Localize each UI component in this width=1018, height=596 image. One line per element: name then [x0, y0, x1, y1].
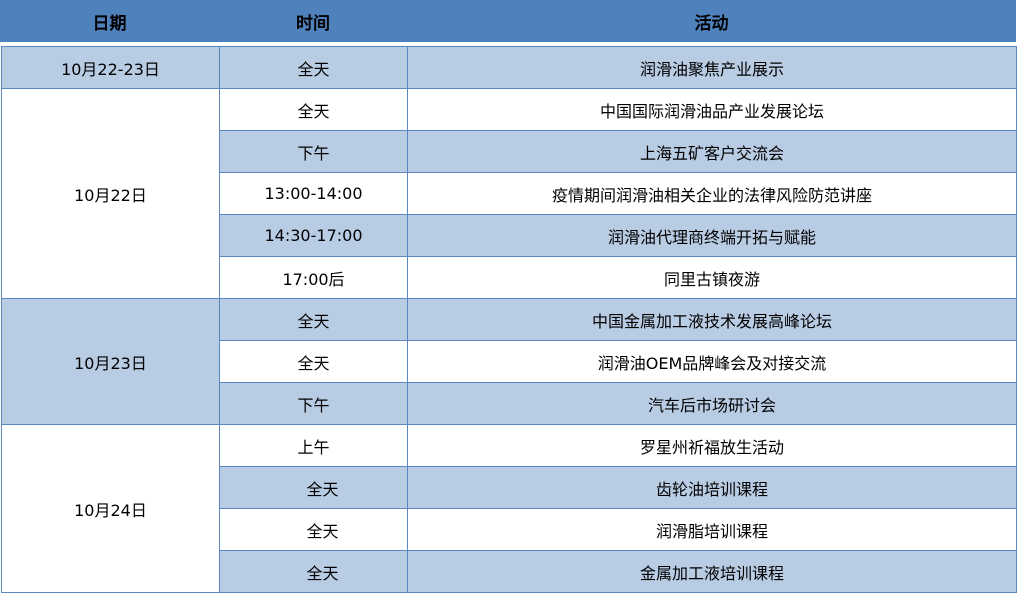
time-cell: 全天: [219, 550, 408, 593]
table-row: 下午 上海五矿客户交流会: [1, 130, 1017, 173]
activity-cell: 润滑油代理商终端开拓与赋能: [407, 214, 1017, 257]
schedule-table: 10月22-23日 全天 润滑油聚焦产业展示 10月22日 全天 中国国际润滑油…: [1, 46, 1017, 593]
activity-cell: 金属加工液培训课程: [407, 550, 1017, 593]
table-header: 日期 时间 活动: [0, 0, 1016, 42]
activity-cell: 齿轮油培训课程: [407, 466, 1017, 509]
activity-cell: 疫情期间润滑油相关企业的法律风险防范讲座: [407, 172, 1017, 215]
date-cell: 10月23日: [1, 298, 220, 425]
table-row: 全天 金属加工液培训课程: [1, 550, 1017, 593]
time-cell: 下午: [219, 382, 408, 425]
table-row: 10月22-23日 全天 润滑油聚焦产业展示: [1, 46, 1017, 89]
table-row: 10月23日 全天 中国金属加工液技术发展高峰论坛: [1, 298, 1017, 425]
time-cell: 14:30-17:00: [219, 214, 408, 257]
time-cell: 13:00-14:00: [219, 172, 408, 215]
header-date: 日期: [92, 13, 127, 34]
table-row: 10月22日 全天 中国国际润滑油品产业发展论坛: [1, 88, 1017, 299]
date-cell: 10月22日: [1, 88, 220, 299]
table-row: 下午 汽车后市场研讨会: [1, 382, 1017, 425]
time-cell: 下午: [219, 130, 408, 173]
activity-cell: 汽车后市场研讨会: [407, 382, 1017, 425]
time-cell: 全天: [219, 340, 408, 383]
header-activity: 活动: [694, 13, 729, 34]
activity-cell: 上海五矿客户交流会: [407, 130, 1017, 173]
time-cell: 上午: [219, 424, 408, 467]
header-time: 时间: [296, 13, 330, 34]
activity-cell: 同里古镇夜游: [407, 256, 1017, 299]
activity-cell: 中国金属加工液技术发展高峰论坛: [407, 298, 1017, 341]
table-row: 10月24日 上午 罗星州祈福放生活动: [1, 424, 1017, 593]
time-cell: 全天: [219, 508, 408, 551]
activity-cell: 润滑油OEM品牌峰会及对接交流: [407, 340, 1017, 383]
time-cell: 17:00后: [219, 256, 408, 299]
date-cell: 10月24日: [1, 424, 220, 593]
time-cell: 全天: [219, 466, 408, 509]
activity-cell: 中国国际润滑油品产业发展论坛: [407, 88, 1017, 131]
time-cell: 全天: [219, 298, 408, 341]
date-cell: 10月22-23日: [1, 46, 220, 89]
time-cell: 全天: [219, 88, 408, 131]
time-cell: 全天: [219, 46, 408, 89]
activity-cell: 罗星州祈福放生活动: [407, 424, 1017, 467]
activity-cell: 润滑油聚焦产业展示: [407, 46, 1017, 89]
activity-cell: 润滑脂培训课程: [407, 508, 1017, 551]
